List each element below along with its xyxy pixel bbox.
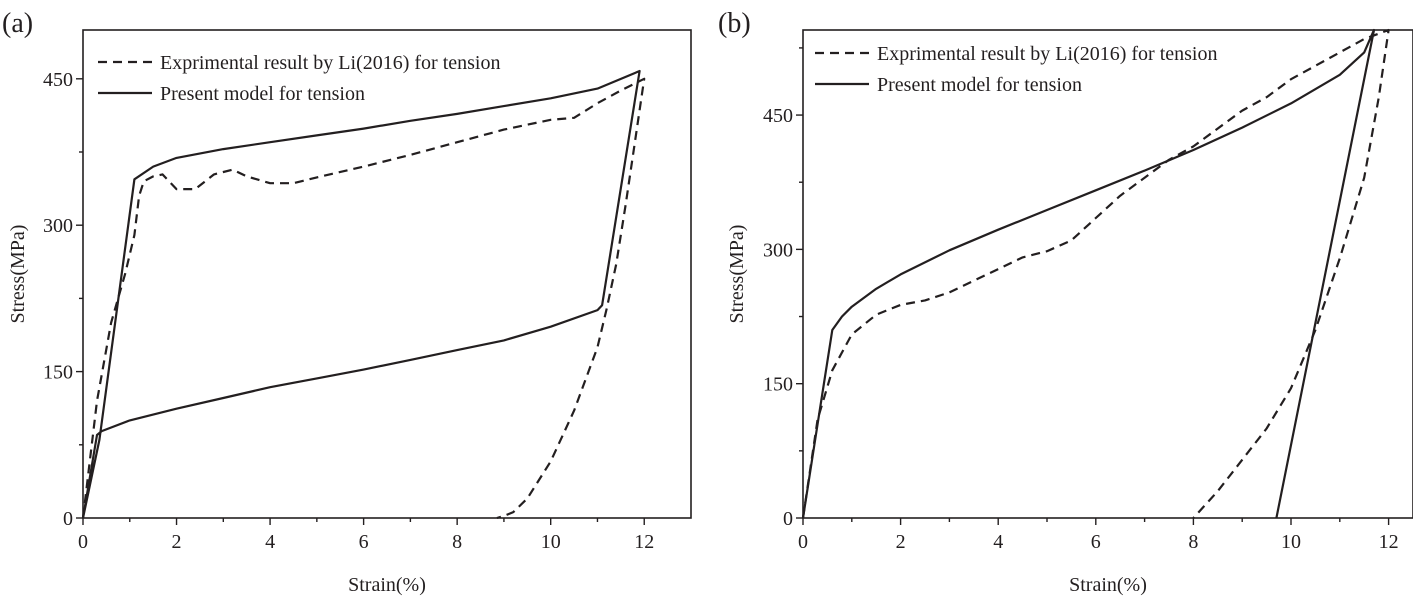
panel-b: (b) 0 2 4 6 8 10 12 0 150 300 450 Exprimental resu… bbox=[718, 8, 1413, 596]
panel-b-x-axis-title: Strain(%) bbox=[1069, 574, 1147, 596]
panel-a-legend-dashed-label: Exprimental result by Li(2016) for tensi… bbox=[160, 52, 500, 74]
panel-a-ticks: 0 2 4 6 8 10 12 0 150 300 450 bbox=[43, 69, 654, 553]
panel-b-x-tick-label: 8 bbox=[1188, 531, 1198, 553]
panel-b-x-tick-label: 6 bbox=[1091, 531, 1101, 553]
panel-b-legend-dashed-label: Exprimental result by Li(2016) for tensi… bbox=[877, 43, 1217, 65]
panel-b-y-tick-label: 0 bbox=[783, 508, 793, 530]
panel-a-x-tick-label: 10 bbox=[541, 531, 561, 553]
panel-a-series bbox=[81, 69, 646, 520]
panel-a-x-tick-label: 12 bbox=[634, 531, 654, 553]
panel-b-x-tick-label: 12 bbox=[1379, 531, 1399, 553]
panel-a-legend: Exprimental result by Li(2016) for tensi… bbox=[98, 52, 500, 105]
panel-a-experimental-curve bbox=[81, 77, 646, 520]
panel-a-plot-frame bbox=[82, 29, 692, 519]
panel-b-legend: Exprimental result by Li(2016) for tensi… bbox=[815, 43, 1217, 96]
panel-a: (a) 0 2 4 6 8 10 12 0 150 300 450 Exprimental resu… bbox=[2, 8, 692, 596]
panel-a-x-tick-label: 4 bbox=[265, 531, 275, 553]
panel-a-y-tick-label: 150 bbox=[43, 362, 73, 384]
panel-a-legend-solid-label: Present model for tension bbox=[160, 83, 365, 105]
panel-a-y-tick-label: 450 bbox=[43, 69, 73, 91]
panel-a-y-tick-label: 300 bbox=[43, 215, 73, 237]
panel-b-x-tick-label: 4 bbox=[993, 531, 1003, 553]
panel-a-x-axis-title: Strain(%) bbox=[348, 574, 426, 596]
panel-b-experimental-curve bbox=[801, 28, 1390, 519]
panel-a-x-tick-label: 6 bbox=[359, 531, 369, 553]
panel-a-x-tick-label: 2 bbox=[172, 531, 182, 553]
panel-b-x-tick-label: 10 bbox=[1281, 531, 1301, 553]
panel-b-legend-solid-label: Present model for tension bbox=[877, 74, 1082, 96]
panel-b-x-tick-label: 0 bbox=[798, 531, 808, 553]
panel-b-series bbox=[801, 28, 1390, 519]
panel-b-y-axis-title: Stress(MPa) bbox=[726, 225, 748, 324]
panel-a-model-curve bbox=[81, 69, 641, 519]
panel-b-y-tick-label: 300 bbox=[763, 239, 793, 261]
panel-b-y-tick-label: 150 bbox=[763, 374, 793, 396]
panel-b-ticks: 0 2 4 6 8 10 12 0 150 300 450 bbox=[763, 47, 1399, 553]
panel-a-x-tick-label: 0 bbox=[78, 531, 88, 553]
panel-b-label: (b) bbox=[718, 8, 751, 39]
panel-b-plot-frame bbox=[802, 29, 1413, 519]
panel-a-y-axis-title: Stress(MPa) bbox=[7, 225, 29, 324]
panel-b-model-curve bbox=[801, 28, 1376, 519]
panel-b-y-tick-label: 450 bbox=[763, 105, 793, 127]
panel-a-label: (a) bbox=[2, 8, 33, 39]
panel-a-y-tick-label: 0 bbox=[63, 508, 73, 530]
panel-a-x-tick-label: 8 bbox=[452, 531, 462, 553]
panel-b-x-tick-label: 2 bbox=[896, 531, 906, 553]
